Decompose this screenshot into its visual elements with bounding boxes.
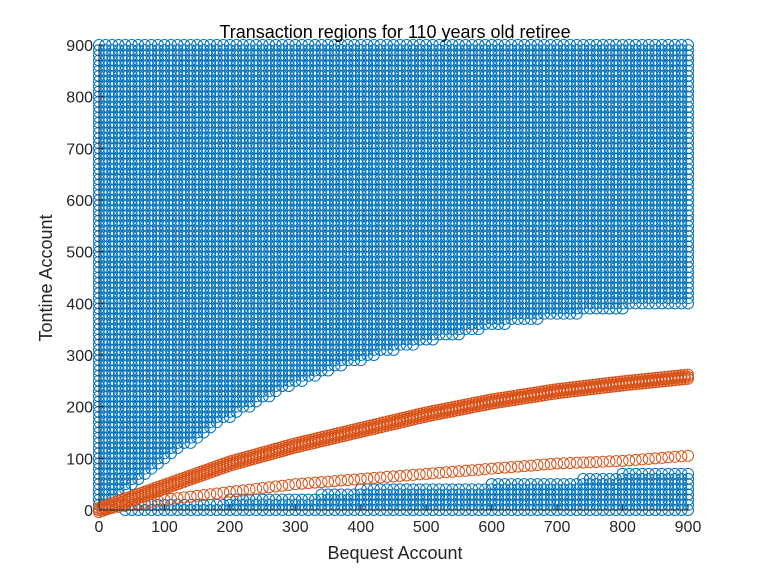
blue-scatter-series bbox=[93, 39, 694, 516]
